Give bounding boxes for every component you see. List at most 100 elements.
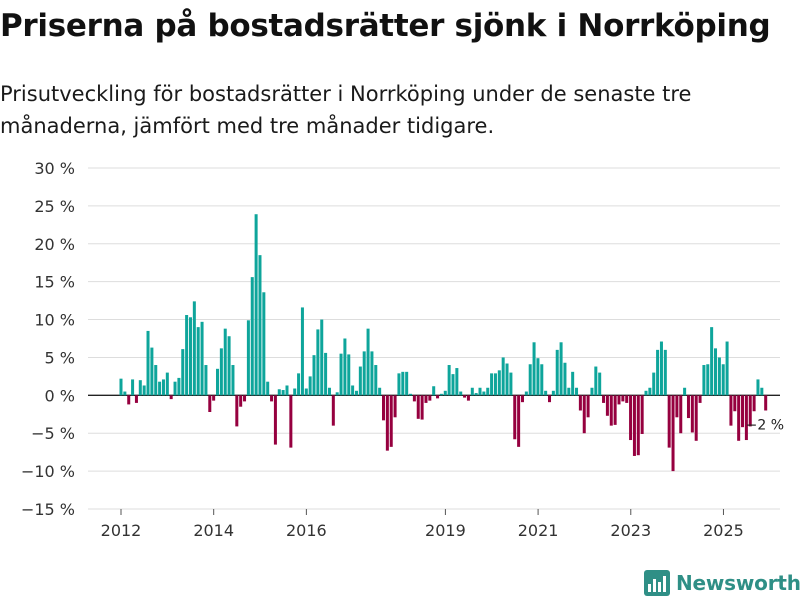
bar — [243, 395, 247, 402]
bar — [216, 368, 220, 396]
bar — [123, 391, 127, 396]
y-axis: −15 % −10 % −5 % 0 % 5 % 10 % 15 % 20 % 25 % 30 % — [21, 159, 75, 519]
bar — [725, 341, 729, 396]
bar — [559, 342, 563, 396]
x-tick-label: 2021 — [518, 521, 559, 540]
bar — [632, 395, 636, 456]
bar — [656, 349, 660, 396]
bar — [517, 395, 521, 447]
bar — [501, 357, 505, 396]
bar — [490, 373, 494, 396]
bar — [289, 395, 293, 448]
y-tick-label: 0 % — [45, 386, 75, 405]
bar — [324, 352, 328, 396]
bar — [470, 387, 474, 396]
bar — [266, 381, 270, 396]
bar — [181, 349, 185, 396]
bar-series — [119, 214, 768, 472]
brand-logo: Newsworthy — [644, 568, 800, 598]
bar — [347, 354, 351, 396]
bar — [748, 395, 752, 427]
bar — [385, 395, 389, 451]
bar — [466, 395, 470, 401]
y-tick-label: −10 % — [21, 462, 75, 481]
bar — [663, 349, 667, 396]
y-tick-label: 10 % — [34, 311, 75, 330]
brand-name: Newsworthy — [676, 571, 800, 595]
bar — [555, 349, 559, 396]
x-tick-label: 2014 — [193, 521, 234, 540]
bar — [667, 395, 671, 448]
bar — [710, 327, 714, 396]
bar — [192, 301, 196, 396]
newsworthy-logo-icon — [644, 570, 670, 596]
bar — [756, 379, 760, 396]
bar — [285, 385, 289, 396]
bar — [134, 395, 138, 403]
bar — [729, 395, 733, 426]
bar — [239, 395, 243, 407]
bar — [536, 358, 540, 396]
bar — [138, 380, 142, 396]
bar — [524, 391, 528, 396]
bar — [374, 365, 378, 396]
x-tick-label: 2019 — [425, 521, 466, 540]
bar — [694, 395, 698, 441]
bar — [613, 395, 617, 425]
bar — [513, 395, 517, 440]
bar — [335, 392, 339, 396]
bar — [127, 395, 131, 405]
bar — [389, 395, 393, 447]
bar — [436, 395, 440, 399]
bar — [378, 387, 382, 396]
bar — [169, 395, 173, 400]
bar — [161, 379, 165, 396]
bar — [158, 381, 162, 396]
bar — [308, 376, 312, 396]
bar — [312, 355, 316, 396]
bar — [235, 395, 239, 427]
bar — [532, 342, 536, 396]
bar — [439, 393, 443, 396]
bar — [146, 330, 150, 396]
bar — [764, 395, 768, 411]
bar — [300, 307, 304, 396]
bar — [339, 353, 343, 396]
y-tick-label: 25 % — [34, 197, 75, 216]
bar — [575, 387, 579, 396]
bar — [659, 341, 663, 396]
bar — [262, 292, 266, 396]
bar — [594, 366, 598, 396]
bar — [227, 336, 231, 396]
bar — [486, 387, 490, 396]
bar — [463, 395, 467, 398]
bar — [652, 372, 656, 396]
bar — [401, 371, 405, 396]
bar — [131, 379, 135, 396]
bar — [331, 395, 335, 426]
last-value-label: −2 % — [746, 417, 784, 433]
x-tick-label: 2016 — [286, 521, 327, 540]
bar — [721, 364, 725, 396]
bar — [733, 395, 737, 412]
bar — [366, 328, 370, 396]
bar — [273, 395, 277, 445]
bar — [509, 372, 513, 396]
bar — [698, 395, 702, 403]
bar — [493, 373, 497, 396]
bar — [671, 395, 675, 472]
bar — [675, 395, 679, 418]
bar — [416, 395, 420, 419]
bar — [428, 395, 432, 401]
page-title: Priserna på bostadsrätter sjönk i Norrkö… — [0, 8, 771, 44]
bar — [455, 368, 459, 396]
bar — [397, 373, 401, 396]
bar — [617, 395, 621, 405]
bar — [358, 366, 362, 396]
bar — [246, 320, 250, 396]
bar — [760, 387, 764, 396]
bar — [683, 387, 687, 396]
bar — [316, 329, 320, 396]
bar — [277, 389, 281, 396]
bar — [270, 395, 274, 402]
